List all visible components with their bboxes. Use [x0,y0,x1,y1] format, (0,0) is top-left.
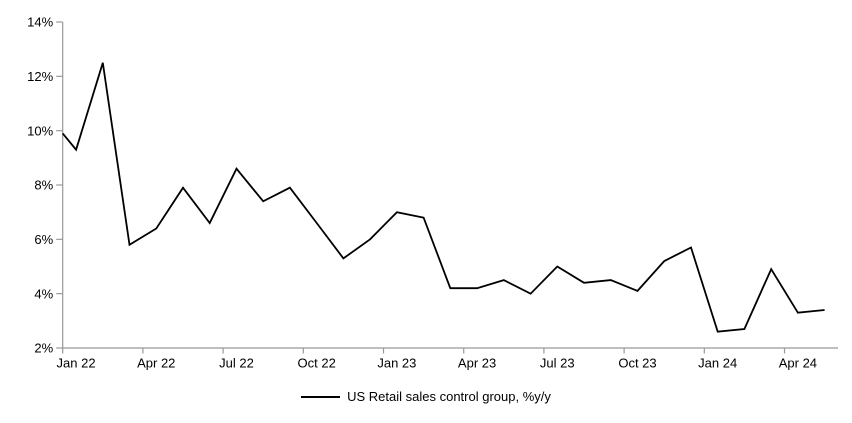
chart-legend: US Retail sales control group, %y/y [0,389,852,404]
legend-line-sample [301,395,341,398]
x-tick-label: Oct 22 [298,356,336,371]
y-tick-label: 10% [27,123,53,138]
y-tick-label: 14% [27,15,53,30]
y-tick-label: 12% [27,69,53,84]
series-line [62,62,825,333]
x-tick-label: Jul 22 [219,356,254,371]
y-tick-label: 4% [34,286,53,301]
x-tick-label: Apr 23 [458,356,496,371]
x-tick-label: Oct 23 [618,356,656,371]
legend-label: US Retail sales control group, %y/y [347,389,551,404]
x-tick-label: Jan 24 [698,356,737,371]
x-tick-label: Apr 24 [779,356,817,371]
x-tick-label: Jan 23 [377,356,416,371]
x-tick-label: Apr 22 [137,356,175,371]
y-tick-label: 2% [34,341,53,356]
y-tick-label: 6% [34,232,53,247]
y-tick-label: 8% [34,178,53,193]
x-tick-label: Jul 23 [540,356,575,371]
line-chart: 2% 4% 6% 8% 10% 12% 14% Jan 22 Apr 22 Jul 22 Oct 2… [27,15,838,371]
x-tick-label: Jan 22 [57,356,96,371]
